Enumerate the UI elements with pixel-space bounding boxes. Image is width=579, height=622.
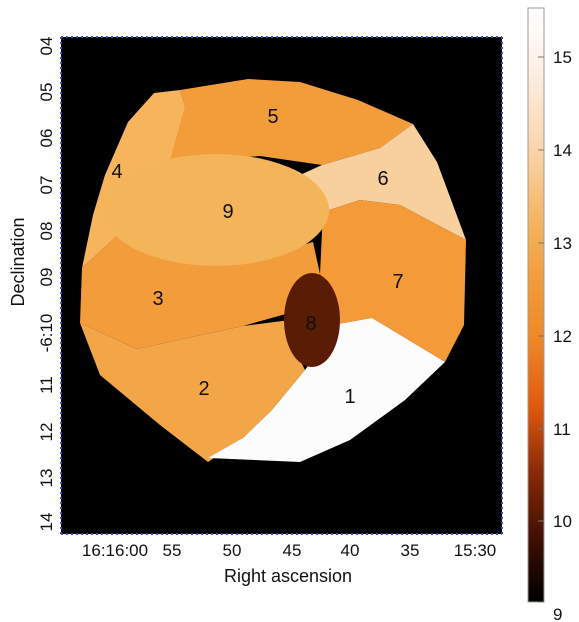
region-6 <box>300 124 466 240</box>
y-tick-label: 13 <box>37 469 56 488</box>
colorbar-tick-label: 9 <box>553 605 562 622</box>
region-1 <box>208 318 445 462</box>
x-tick-label: 55 <box>163 541 182 560</box>
y-tick-label: 04 <box>37 37 56 56</box>
region-7 <box>320 200 466 362</box>
region-5 <box>152 79 413 165</box>
x-tick-label: 35 <box>401 541 420 560</box>
colorbar-tick-label: 13 <box>553 234 572 253</box>
regions <box>80 79 466 462</box>
x-tick-label: 16:16:00 <box>82 541 148 560</box>
colorbar-tick-label: 10 <box>553 512 572 531</box>
y-tick-label: 08 <box>37 222 56 241</box>
y-tick-label: 14 <box>37 513 56 532</box>
x-axis-title: Right ascension <box>224 566 352 586</box>
region-label-3: 3 <box>152 288 163 310</box>
y-tick-label: 11 <box>37 376 56 394</box>
colorbar <box>527 7 545 603</box>
region-label-2: 2 <box>198 378 209 400</box>
y-axis-title: Declination <box>8 217 28 306</box>
y-tick-label: 07 <box>37 176 56 195</box>
region-8 <box>284 273 340 367</box>
colorbar-tick-label: 14 <box>553 141 572 160</box>
y-tick-label: 05 <box>37 83 56 102</box>
colorbar-tick-label: 11 <box>553 420 571 439</box>
x-tick-label: 50 <box>223 541 242 560</box>
x-tick-label: 45 <box>283 541 302 560</box>
region-label-7: 7 <box>392 271 403 293</box>
region-2 <box>80 320 305 462</box>
region-labels: 1 2 3 4 5 6 7 8 9 <box>111 106 403 408</box>
colorbar-tick-label: 15 <box>553 48 572 67</box>
y-tick-label: -6:10 <box>37 314 56 353</box>
region-label-5: 5 <box>267 106 278 128</box>
x-tick-label: 40 <box>341 541 360 560</box>
y-tick-label: 06 <box>37 129 56 148</box>
region-label-4: 4 <box>111 161 122 183</box>
region-9 <box>103 154 329 266</box>
region-label-8: 8 <box>305 313 316 335</box>
y-tick-label: 09 <box>37 268 56 287</box>
y-tick-label: 12 <box>37 423 56 442</box>
colorbar-ticks <box>538 56 544 603</box>
region-3 <box>80 236 320 349</box>
x-tick-labels: 16:16:00 55 50 45 40 35 15:30 <box>82 541 496 560</box>
colorbar-tick-label: 12 <box>553 327 572 346</box>
x-tick-label: 15:30 <box>454 541 497 560</box>
region-label-6: 6 <box>377 168 388 190</box>
y-tick-labels: 04 05 06 07 08 09 -6:10 11 12 13 14 <box>37 37 56 532</box>
frame-ticks <box>60 36 503 535</box>
region-label-1: 1 <box>344 386 355 408</box>
region-label-9: 9 <box>222 201 233 223</box>
colorbar-tick-labels: 9 10 11 12 13 14 15 <box>553 48 572 622</box>
